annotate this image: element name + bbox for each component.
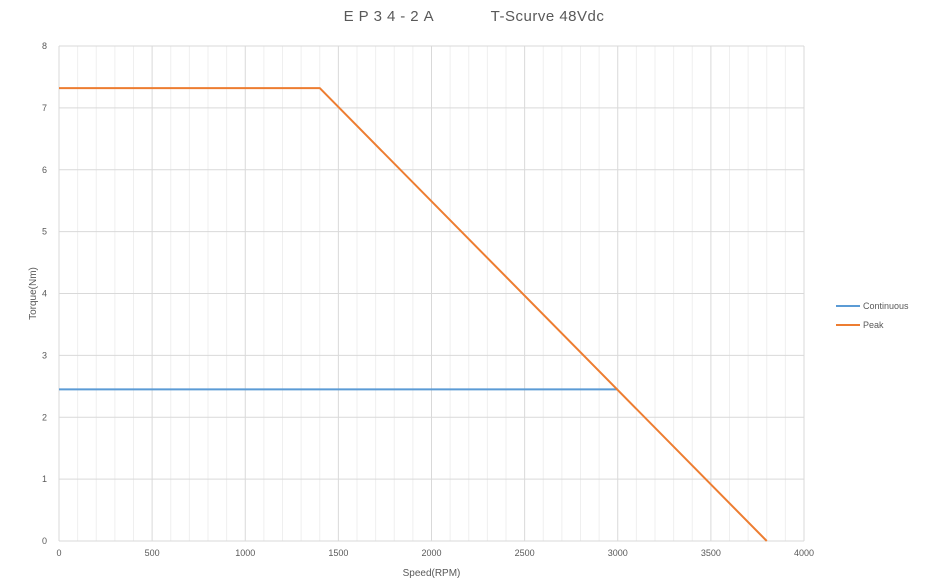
x-tick-label: 1500	[328, 548, 348, 558]
x-tick-label: 500	[145, 548, 160, 558]
x-tick-label: 1000	[235, 548, 255, 558]
series-line-peak	[59, 87, 768, 542]
y-axis-label: Torque(Nm)	[28, 267, 39, 320]
x-tick-label: 4000	[794, 548, 814, 558]
y-tick-labels: 0 1 2 3 4 5 6 7 8	[42, 41, 47, 546]
major-grid	[58, 45, 805, 542]
legend-swatch-peak	[836, 323, 860, 326]
y-tick-label: 5	[42, 227, 47, 237]
legend-label-continuous: Continuous	[863, 300, 909, 311]
x-tick-label: 3500	[701, 548, 721, 558]
y-tick-label: 3	[42, 350, 47, 360]
y-tick-label: 4	[42, 289, 47, 299]
x-tick-label: 2000	[421, 548, 441, 558]
x-axis-label: Speed(RPM)	[403, 568, 461, 579]
y-tick-label: 7	[42, 103, 47, 113]
y-tick-label: 0	[42, 536, 47, 546]
y-tick-label: 1	[42, 474, 47, 484]
chart-title-model: EP34-2A	[343, 8, 439, 25]
y-tick-label: 2	[42, 412, 47, 422]
chart-title: EP34-2A T-Scurve 48Vdc	[0, 8, 948, 25]
legend-swatch-continuous	[836, 304, 860, 307]
y-tick-label: 6	[42, 165, 47, 175]
x-tick-label: 2500	[515, 548, 535, 558]
series-lines	[59, 87, 768, 542]
chart-title-curve: T-Scurve 48Vdc	[490, 8, 605, 25]
legend-item-peak: Peak	[836, 315, 909, 334]
x-tick-labels: 0 500 1000 1500 2000 2500 3000 3500 4000	[56, 548, 814, 558]
chart-legend: Continuous Peak	[836, 296, 909, 334]
legend-item-continuous: Continuous	[836, 296, 909, 315]
y-tick-label: 8	[42, 41, 47, 51]
legend-label-peak: Peak	[863, 319, 884, 330]
x-tick-label: 3000	[608, 548, 628, 558]
x-tick-label: 0	[56, 548, 61, 558]
